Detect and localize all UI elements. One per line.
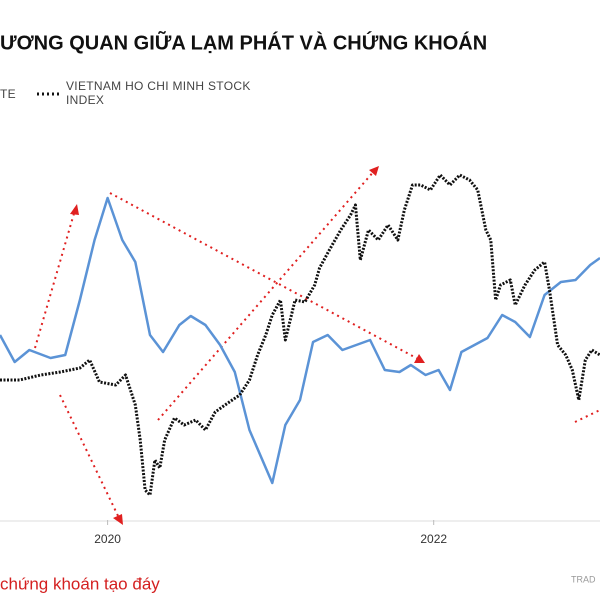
legend-label: VIETNAM HO CHI MINH STOCK INDEX: [66, 79, 251, 107]
series-line: [0, 196, 600, 485]
legend-label: TE: [0, 87, 16, 101]
x-tick-label: 2022: [420, 532, 447, 546]
arrow-head: [369, 166, 379, 176]
x-tick-label: 2020: [94, 532, 121, 546]
arrow: [59, 394, 121, 521]
arrow: [574, 409, 600, 423]
annotation: chứng khoán tạo đáy: [0, 574, 160, 593]
series-line: [0, 173, 600, 497]
arrow-head: [70, 204, 79, 215]
source: TRAD: [571, 574, 596, 584]
chart-title: ƯƠNG QUAN GIỮA LẠM PHÁT VÀ CHỨNG KHOÁN: [0, 30, 487, 54]
arrow-head: [113, 514, 123, 525]
arrow-head: [414, 354, 425, 363]
arrow: [34, 209, 76, 349]
arrow: [109, 192, 421, 361]
trend-arrows: [34, 169, 600, 521]
arrow-heads: [70, 166, 425, 525]
arrow: [157, 169, 376, 421]
